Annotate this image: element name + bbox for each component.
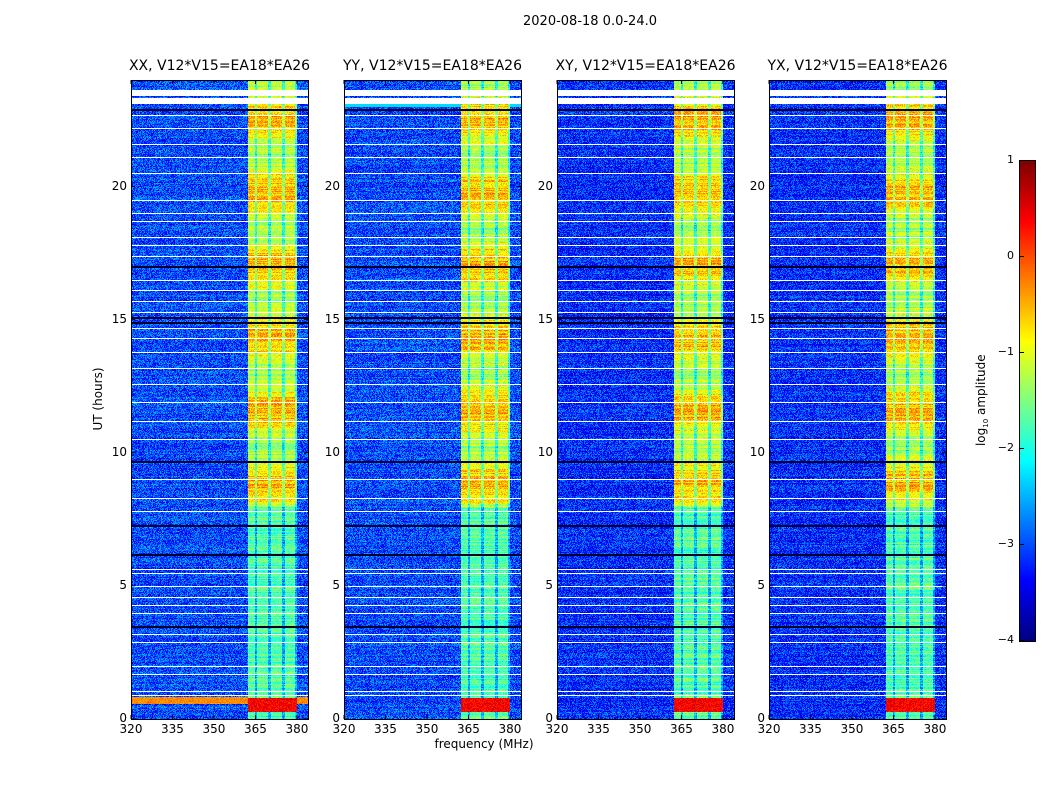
y-tick-label: 15 <box>749 311 765 326</box>
y-tick-label: 15 <box>537 311 553 326</box>
y-tick-label: 10 <box>537 444 553 459</box>
colorbar-tick-label: −2 <box>997 441 1014 454</box>
y-tick-label: 20 <box>324 178 340 193</box>
panel-title-xx: XX, V12*V15=EA18*EA26 <box>128 58 311 74</box>
y-tick-label: 10 <box>324 444 340 459</box>
y-tick-label: 15 <box>111 311 127 326</box>
x-tick-label: 320 <box>757 722 781 736</box>
figure-suptitle: 2020-08-18 0.0-24.0 <box>523 14 657 29</box>
x-tick-label: 380 <box>711 722 735 736</box>
waterfall-xy <box>557 80 734 719</box>
waterfall-xx <box>131 80 308 719</box>
x-tick-label: 380 <box>498 722 522 736</box>
colorbar-tick-mark <box>1020 544 1024 545</box>
colorbar-tick-label: −1 <box>997 345 1014 358</box>
x-tick-label: 350 <box>628 722 652 736</box>
y-tick-label: 5 <box>119 577 127 592</box>
colorbar-tick-label: −3 <box>997 537 1014 550</box>
colorbar-label-rest: amplitude <box>973 354 988 419</box>
colorbar-tick-mark <box>1020 160 1024 161</box>
x-axis-label: frequency (MHz) <box>434 737 534 751</box>
colorbar-tick-label: 1 <box>1007 153 1014 166</box>
y-tick-label: 5 <box>332 577 340 592</box>
colorbar-tick-label: 0 <box>1007 249 1014 262</box>
x-tick-label: 335 <box>374 722 397 736</box>
colorbar-tick-mark <box>1020 352 1024 353</box>
x-tick-label: 365 <box>882 722 905 736</box>
x-tick-label: 365 <box>457 722 480 736</box>
x-tick-label: 320 <box>545 722 569 736</box>
y-tick-label: 0 <box>545 711 553 725</box>
x-tick-label: 335 <box>587 722 610 736</box>
panel-title-yx: YX, V12*V15=EA18*EA26 <box>767 58 948 74</box>
colorbar-label-sub: 10 <box>982 418 991 428</box>
colorbar-tick-mark <box>1020 256 1024 257</box>
y-tick-label: 0 <box>119 711 127 725</box>
x-tick-label: 365 <box>670 722 693 736</box>
waterfall-yx <box>769 80 946 719</box>
y-tick-label: 15 <box>324 311 340 326</box>
y-tick-label: 5 <box>545 577 553 592</box>
x-tick-label: 350 <box>415 722 439 736</box>
colorbar-label-log: log <box>973 427 988 447</box>
y-tick-label: 20 <box>111 178 127 193</box>
x-tick-label: 365 <box>244 722 267 736</box>
x-tick-label: 350 <box>202 722 226 736</box>
x-tick-label: 350 <box>840 722 864 736</box>
y-tick-label: 5 <box>757 577 765 592</box>
panel-title-yy: YY, V12*V15=EA18*EA26 <box>343 58 522 74</box>
y-tick-label: 20 <box>749 178 765 193</box>
x-tick-label: 320 <box>119 722 143 736</box>
waterfall-yy <box>344 80 521 719</box>
x-tick-label: 335 <box>161 722 184 736</box>
y-tick-label: 10 <box>111 444 127 459</box>
y-tick-label: 10 <box>749 444 765 459</box>
panel-title-xy: XY, V12*V15=EA18*EA26 <box>555 58 736 74</box>
x-tick-label: 380 <box>285 722 309 736</box>
x-tick-label: 320 <box>332 722 356 736</box>
colorbar-tick-label: −4 <box>997 633 1014 646</box>
colorbar <box>1019 160 1036 642</box>
colorbar-label: log10 amplitude <box>974 340 990 460</box>
y-tick-label: 0 <box>757 711 765 725</box>
y-tick-label: 20 <box>537 178 553 193</box>
x-tick-label: 335 <box>799 722 822 736</box>
x-tick-label: 380 <box>923 722 947 736</box>
y-axis-label: UT (hours) <box>91 367 105 431</box>
colorbar-tick-mark <box>1020 448 1024 449</box>
y-tick-label: 0 <box>332 711 340 725</box>
colorbar-tick-mark <box>1020 640 1024 641</box>
